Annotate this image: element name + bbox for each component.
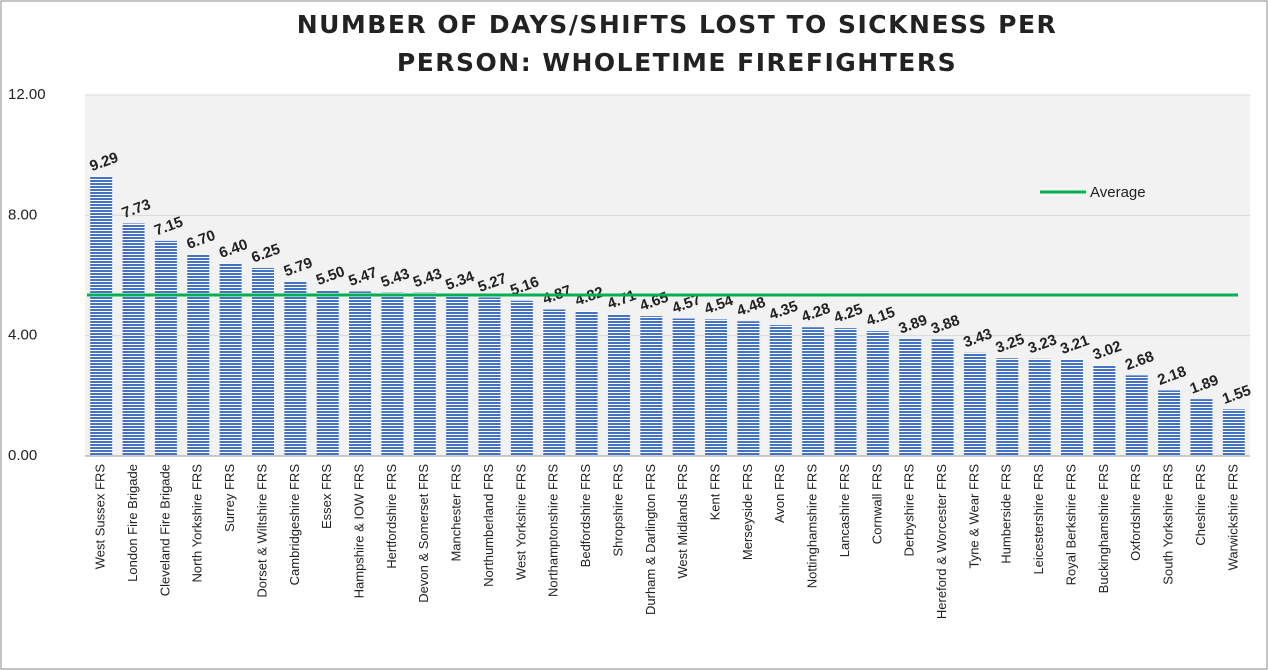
bar <box>478 297 501 456</box>
bar <box>931 339 954 456</box>
x-tick-label: Essex FRS <box>319 464 334 529</box>
legend-label: Average <box>1090 184 1146 201</box>
x-tick-label: Humberside FRS <box>999 464 1014 564</box>
bar <box>899 338 922 456</box>
x-tick-label: Devon & Somerset FRS <box>416 464 431 603</box>
bar <box>219 263 242 456</box>
x-tick-label: London Fire Brigade <box>125 464 140 582</box>
x-tick-label: Hampshire & IOW FRS <box>352 464 367 599</box>
x-tick-label: Cheshire FRS <box>1193 464 1208 546</box>
x-tick-label: Buckinghamshire FRS <box>1096 464 1111 594</box>
bar <box>996 358 1019 456</box>
x-tick-label: Kent FRS <box>707 464 722 521</box>
bar <box>802 327 825 456</box>
x-tick-label: Dorset & Wiltshire FRS <box>254 464 269 598</box>
bar <box>122 223 145 456</box>
x-tick-label: Cornwall FRS <box>869 464 884 545</box>
x-tick-label: Cleveland Fire Brigade <box>157 464 172 596</box>
x-tick-label: Durham & Darlington FRS <box>643 464 658 615</box>
x-tick-label: North Yorkshire FRS <box>190 464 205 583</box>
bar <box>316 290 339 456</box>
x-tick-label: Surrey FRS <box>222 464 237 532</box>
bar <box>737 321 760 456</box>
x-tick-label: Bedfordshire FRS <box>578 464 593 568</box>
x-tick-label: Leicestershire FRS <box>1031 464 1046 575</box>
bar <box>349 291 372 456</box>
plot-area <box>85 95 1250 456</box>
bar <box>90 176 113 457</box>
bar <box>251 267 274 456</box>
bar <box>381 292 404 456</box>
bar <box>769 325 792 456</box>
x-tick-label: Royal Berkshire FRS <box>1063 464 1078 586</box>
x-tick-label: West Sussex FRS <box>93 464 108 570</box>
bar <box>154 240 177 456</box>
chart-title: PERSON: WHOLETIME FIREFIGHTERS <box>397 48 957 77</box>
x-tick-label: Northamptonshire FRS <box>546 464 561 597</box>
y-tick-label: 0.00 <box>8 447 37 464</box>
bar <box>672 318 695 456</box>
bar <box>1028 358 1051 456</box>
bar <box>413 292 436 456</box>
bar <box>607 314 630 456</box>
bar <box>1222 409 1245 456</box>
x-tick-label: Warwickshire FRS <box>1225 464 1240 571</box>
bar <box>543 309 566 456</box>
x-tick-label: Manchester FRS <box>449 464 464 562</box>
x-tick-label: Hereford & Worcester FRS <box>934 464 949 619</box>
y-tick-label: 12.00 <box>8 86 46 103</box>
x-tick-label: Merseyside FRS <box>740 464 755 560</box>
bar <box>705 319 728 456</box>
x-tick-label: Nottinghamshire FRS <box>805 464 820 589</box>
bar <box>1125 375 1148 456</box>
bar <box>187 254 210 456</box>
bar <box>834 328 857 456</box>
bar <box>1093 365 1116 456</box>
x-tick-label: West Yorkshire FRS <box>513 464 528 580</box>
y-tick-label: 8.00 <box>8 206 37 223</box>
bar <box>575 310 598 456</box>
x-tick-label: Shropshire FRS <box>610 464 625 557</box>
x-tick-label: Avon FRS <box>772 464 787 523</box>
bar <box>866 331 889 456</box>
bar <box>1158 390 1181 456</box>
y-tick-label: 4.00 <box>8 327 37 344</box>
x-tick-label: Lancashire FRS <box>837 464 852 558</box>
bar <box>640 316 663 456</box>
x-tick-label: Derbyshire FRS <box>902 464 917 557</box>
x-tick-label: Cambridgeshire FRS <box>287 464 302 586</box>
x-tick-label: South Yorkshire FRS <box>1161 464 1176 585</box>
bar <box>284 281 307 456</box>
bar <box>446 295 469 456</box>
bar <box>1190 399 1213 456</box>
chart-title: NUMBER OF DAYS/SHIFTS LOST TO SICKNESS P… <box>297 10 1058 39</box>
x-tick-label: West Midlands FRS <box>675 464 690 579</box>
bar <box>510 300 533 456</box>
x-tick-label: Northumberland FRS <box>481 464 496 587</box>
bar <box>1061 359 1084 456</box>
x-tick-label: Oxfordshire FRS <box>1128 464 1143 561</box>
x-tick-label: Tyne & Wear FRS <box>966 464 981 569</box>
bar <box>963 352 986 456</box>
x-tick-label: Hertfordshire FRS <box>384 464 399 569</box>
